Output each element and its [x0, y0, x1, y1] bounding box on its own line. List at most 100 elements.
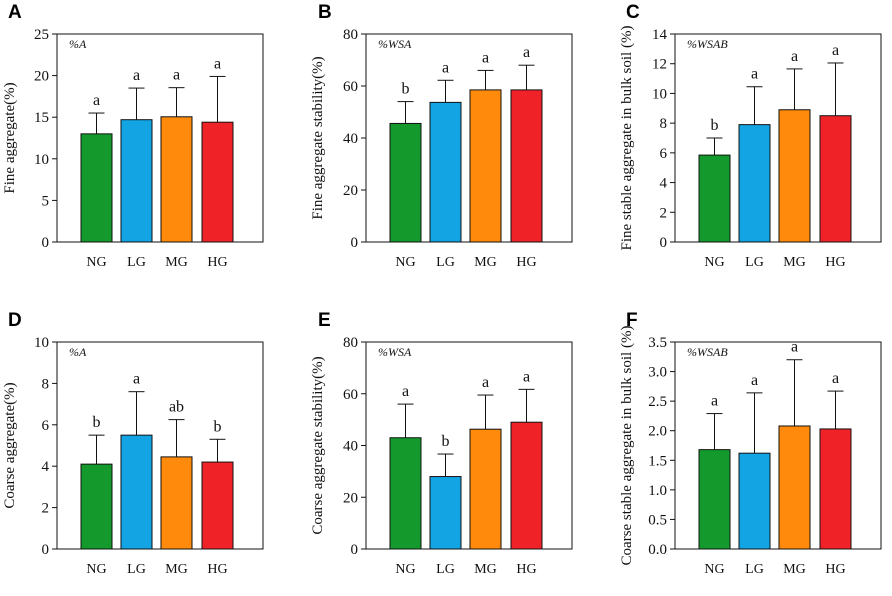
bar-lg	[429, 101, 462, 243]
panel-label: B	[318, 2, 332, 23]
x-tick-label: NG	[704, 255, 724, 270]
significance-letter: a	[402, 383, 409, 400]
panel-b: Bb NG a LG a MG a HG 0 20 40 60 80 %WSA Fine aggregate…	[310, 2, 573, 270]
y-tick-label: 15	[34, 110, 49, 126]
y-tick-label: 25	[34, 27, 49, 43]
x-tick-label: LG	[436, 562, 455, 577]
y-tick-label: 2.5	[648, 394, 667, 410]
panel-a: Aa NG a LG a MG a HG 0 5 10 15 20 25 %A Fine aggregate(…	[2, 2, 264, 270]
x-tick-label: MG	[783, 562, 806, 577]
bar-ng	[698, 449, 731, 550]
y-axis-label: Fine aggregate stability(%)	[310, 56, 326, 219]
y-tick-label: 10	[652, 86, 667, 102]
y-tick-label: 5	[42, 193, 50, 209]
y-tick-label: 8	[42, 376, 50, 392]
plot-frame	[56, 341, 264, 550]
plot-frame	[674, 341, 882, 550]
y-tick-label: 0	[42, 542, 50, 558]
panel-f: Fa NG a LG a MG a HG 0.0 0.5 1.0 1.5 2.0 2.5 3.0 3.5 %WS…	[619, 310, 882, 577]
bar-hg	[510, 421, 543, 550]
significance-letter: a	[751, 66, 758, 83]
y-tick-label: 20	[343, 490, 358, 506]
y-tick-label: 10	[34, 335, 49, 351]
y-axis-label: Fine aggregate(%)	[2, 82, 18, 193]
significance-letter: a	[482, 49, 489, 66]
bar-mg	[160, 456, 193, 550]
y-tick-label: 0	[660, 235, 668, 251]
panel-c: Cb NG a LG a MG a HG 0 2 4 6 8 10 12 14 %WSAB Fine stable…	[619, 2, 882, 270]
y-tick-label: 12	[652, 57, 667, 73]
panel-tag: %WSAB	[687, 345, 728, 359]
x-tick-label: HG	[825, 255, 845, 270]
y-tick-label: 10	[34, 152, 49, 168]
y-tick-label: 4	[42, 459, 50, 475]
x-tick-label: LG	[436, 255, 455, 270]
x-tick-label: LG	[127, 562, 146, 577]
bar-lg	[738, 452, 771, 550]
bar-ng	[389, 122, 422, 243]
bar-mg	[469, 428, 502, 550]
bar-hg	[819, 115, 852, 243]
panel-label: F	[626, 310, 638, 331]
bar-mg	[469, 89, 502, 243]
y-tick-label: 8	[660, 116, 668, 132]
panel-label: A	[8, 2, 22, 23]
significance-letter: a	[442, 59, 449, 76]
x-tick-label: MG	[165, 255, 188, 270]
y-tick-label: 2	[42, 501, 50, 517]
panel-label: E	[318, 310, 331, 331]
x-tick-label: NG	[395, 255, 415, 270]
bar-hg	[510, 89, 543, 243]
y-tick-label: 6	[42, 418, 50, 434]
panel-d: Db NG a LG ab MG b HG 0 2 4 6 8 10 %A Coarse aggregate(…	[2, 310, 264, 577]
y-tick-label: 80	[343, 27, 358, 43]
x-tick-label: NG	[704, 562, 724, 577]
bar-lg	[120, 119, 153, 243]
significance-letter: a	[214, 55, 221, 72]
x-tick-label: HG	[207, 255, 227, 270]
y-tick-label: 40	[343, 439, 358, 455]
x-tick-label: MG	[783, 255, 806, 270]
y-axis-label: Coarse stable aggregate in bulk soil (%)	[619, 326, 635, 566]
bar-ng	[389, 437, 422, 550]
y-tick-label: 2	[660, 205, 668, 221]
x-tick-label: LG	[745, 255, 764, 270]
y-tick-label: 0	[42, 235, 50, 251]
panel-tag: %A	[69, 345, 87, 359]
y-tick-label: 0	[351, 542, 359, 558]
x-tick-label: HG	[516, 562, 536, 577]
y-tick-label: 2.0	[648, 424, 667, 440]
bar-ng	[80, 133, 113, 243]
bar-lg	[120, 434, 153, 550]
significance-letter: a	[173, 67, 180, 84]
y-tick-label: 0.0	[648, 542, 667, 558]
x-tick-label: NG	[86, 255, 106, 270]
panel-tag: %WSA	[378, 345, 412, 359]
significance-letter: a	[523, 44, 530, 61]
y-axis-label: Fine stable aggregate in bulk soil (%)	[619, 26, 635, 251]
y-tick-label: 60	[343, 79, 358, 95]
bar-mg	[778, 109, 811, 243]
significance-letter: a	[751, 372, 758, 389]
y-tick-label: 14	[652, 27, 668, 43]
bar-lg	[429, 476, 462, 550]
significance-letter: a	[133, 67, 140, 84]
significance-letter: b	[402, 81, 410, 98]
significance-letter: a	[711, 393, 718, 410]
x-tick-label: LG	[745, 562, 764, 577]
significance-letter: a	[791, 339, 798, 356]
x-tick-label: HG	[516, 255, 536, 270]
x-tick-label: HG	[207, 562, 227, 577]
significance-letter: a	[93, 92, 100, 109]
panel-label: D	[8, 310, 22, 331]
significance-letter: b	[214, 418, 222, 435]
x-tick-label: MG	[474, 255, 497, 270]
significance-letter: a	[832, 42, 839, 59]
significance-letter: b	[93, 414, 101, 431]
y-tick-label: 3.0	[648, 365, 667, 381]
y-tick-label: 1.5	[648, 453, 667, 469]
panel-tag: %WSAB	[687, 37, 728, 51]
y-tick-label: 40	[343, 131, 358, 147]
x-tick-label: MG	[474, 562, 497, 577]
